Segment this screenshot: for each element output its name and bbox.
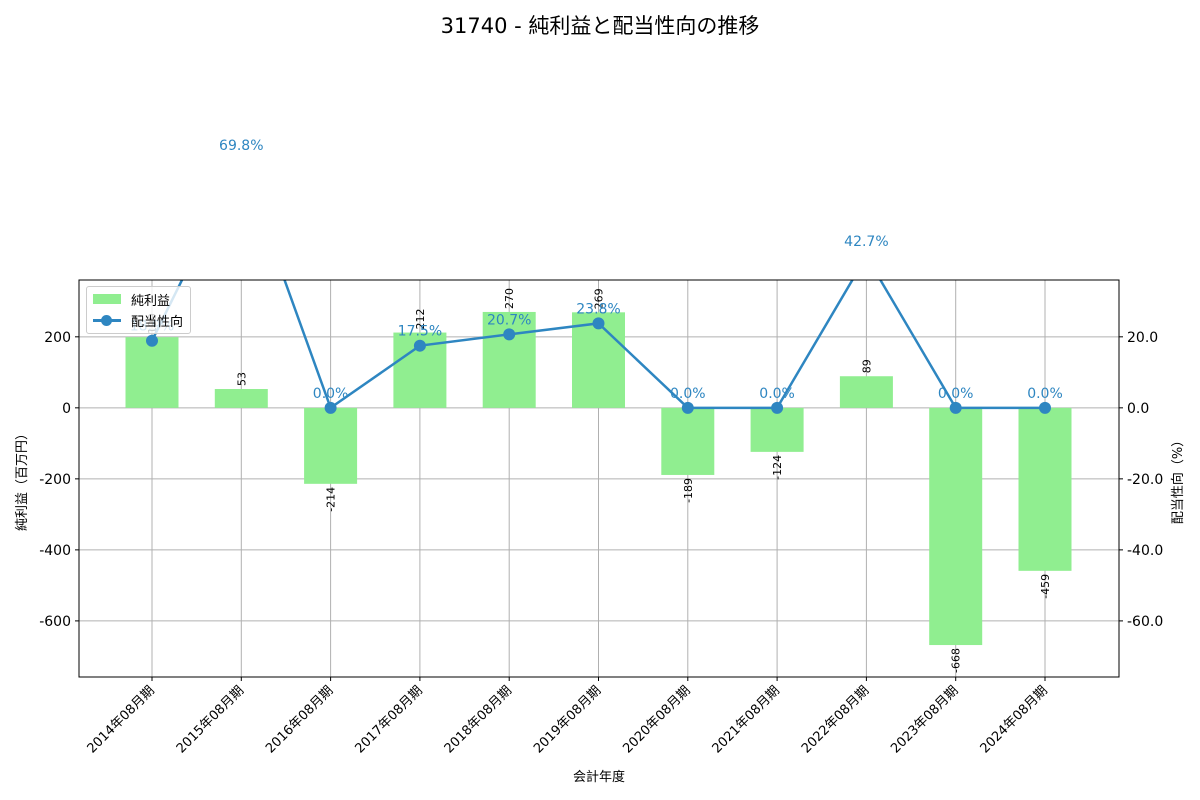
x-tick-label: 2014年08月期 (85, 683, 158, 756)
bar-value-label: -459 (1039, 574, 1052, 599)
line-marker (771, 401, 784, 414)
right-tick-label: 0.0 (1127, 401, 1149, 417)
right-y-axis-title: 配当性向（%） (1170, 434, 1186, 524)
bar-swatch-icon (93, 294, 121, 304)
line-marker (503, 328, 516, 341)
bar-value-label: 270 (503, 288, 516, 309)
ratio-value-label: 0.0% (1027, 386, 1063, 402)
left-tick-label: -200 (39, 472, 71, 488)
bar (1018, 407, 1072, 571)
bar-value-label: 53 (235, 372, 248, 386)
x-tick-label: 2022年08月期 (799, 683, 872, 756)
bar (929, 407, 983, 646)
legend-label: 配当性向 (131, 314, 184, 330)
payout-ratio-labels: 18.9%69.8%0.0%17.5%20.7%23.8%0.0%0.0%42.… (130, 138, 1063, 402)
right-tick-label: 20.0 (1127, 330, 1158, 346)
legend-item-net-income: 純利益 (93, 290, 171, 309)
chart-title: 31740 - 純利益と配当性向の推移 (440, 14, 760, 38)
bar (750, 407, 804, 452)
x-tick-label: 2020年08月期 (620, 683, 693, 756)
line-marker (592, 317, 605, 330)
net-income-bars (125, 311, 1072, 646)
bar-value-label: 212 (414, 309, 427, 330)
bar (839, 376, 893, 408)
x-axis-title: 会計年度 (573, 769, 625, 785)
ratio-value-label: 0.0% (313, 386, 349, 402)
ratio-value-label: 0.0% (670, 386, 706, 402)
bar-value-label: 269 (593, 288, 606, 309)
payout-ratio-line (146, 154, 1051, 414)
line-marker (413, 339, 426, 352)
line-marker (324, 401, 337, 414)
line-marker (146, 334, 158, 347)
x-tick-label: 2018年08月期 (442, 683, 515, 756)
right-tick-label: -40.0 (1127, 543, 1163, 559)
x-axis: 2014年08月期 2015年08月期 2016年08月期 2017年08月期 2018… (85, 677, 1051, 757)
legend-label: 純利益 (131, 293, 171, 309)
right-tick-label: -20.0 (1127, 472, 1163, 488)
bar-value-label: -214 (325, 487, 338, 512)
ratio-value-label: 0.0% (759, 386, 795, 402)
line-marker (1039, 401, 1051, 414)
left-tick-label: 200 (44, 330, 71, 346)
x-tick-label: 2015年08月期 (174, 683, 247, 756)
line-marker (860, 250, 872, 262)
left-tick-label: -600 (39, 614, 71, 630)
x-tick-label: 2023年08月期 (888, 683, 961, 756)
bar (661, 407, 715, 475)
line-marker (235, 154, 247, 166)
left-y-axis-title: 純利益（百万円） (15, 427, 30, 531)
bar (125, 337, 179, 408)
bar-value-label: -124 (771, 455, 784, 480)
x-tick-label: 2024年08月期 (978, 683, 1051, 756)
left-y-axis: 200 0 -200 -400 -600 (39, 330, 79, 630)
ratio-value-label: 20.7% (487, 312, 531, 328)
x-tick-label: 2019年08月期 (531, 683, 604, 756)
bar-value-label: 89 (860, 359, 873, 373)
right-tick-label: -60.0 (1127, 614, 1163, 630)
x-tick-label: 2021年08月期 (710, 683, 783, 756)
right-y-axis: 20.0 0.0 -20.0 -40.0 -60.0 (1119, 330, 1163, 630)
ratio-value-label: 0.0% (938, 386, 974, 402)
line-marker (949, 401, 962, 414)
bar (482, 311, 536, 408)
ratio-value-label: 23.8% (576, 301, 620, 317)
bar-value-label: -668 (950, 648, 963, 673)
bar-value-label: -189 (682, 478, 695, 503)
x-tick-label: 2016年08月期 (263, 683, 336, 756)
bar (214, 389, 268, 408)
legend-item-payout-ratio: 配当性向 (93, 311, 184, 330)
legend: 純利益 配当性向 (86, 286, 191, 334)
ratio-value-label: 69.8% (219, 138, 263, 154)
left-tick-label: -400 (39, 543, 71, 559)
ratio-value-label: 42.7% (844, 234, 888, 250)
left-tick-label: 0 (62, 401, 71, 417)
ratio-value-label: 17.5% (398, 324, 442, 340)
line-marker-swatch-icon (93, 315, 121, 326)
line-marker (681, 401, 694, 414)
bar (304, 407, 358, 484)
x-tick-label: 2017年08月期 (352, 683, 425, 756)
